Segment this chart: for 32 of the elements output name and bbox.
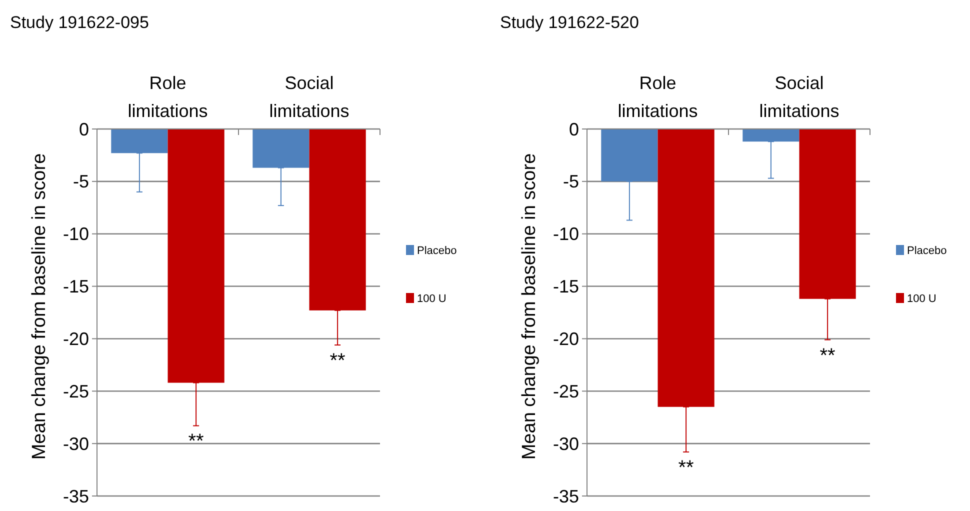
y-axis-title: Mean change from baseline in score xyxy=(29,153,50,460)
annotation: ** xyxy=(188,430,204,453)
y-tick-label: -25 xyxy=(62,381,89,402)
y-tick-label: -15 xyxy=(552,276,579,297)
legend-label: 100 U xyxy=(907,293,936,305)
y-tick-label: -5 xyxy=(72,172,89,192)
annotation: ** xyxy=(820,344,836,367)
y-tick-label: -10 xyxy=(62,224,89,244)
y-tick-label: -30 xyxy=(552,434,579,454)
annotation: ** xyxy=(678,456,694,479)
y-tick-label: -5 xyxy=(562,172,579,192)
chart-title: Study 191622-520 xyxy=(500,13,639,32)
y-tick-label: -20 xyxy=(552,329,579,350)
y-tick-label: -25 xyxy=(552,381,579,402)
legend-label: 100 U xyxy=(417,293,446,305)
x-tick-label: Social limitations xyxy=(759,73,840,121)
y-tick-label: -15 xyxy=(62,276,89,297)
x-tick-label: Social limitations xyxy=(269,73,350,121)
x-tick-label: Role limitations xyxy=(618,73,698,121)
y-tick-label: 0 xyxy=(78,119,89,140)
y-tick-label: -10 xyxy=(552,224,579,244)
y-tick-label: 0 xyxy=(568,119,579,140)
legend-label: Placebo xyxy=(417,245,457,257)
legend-label: Placebo xyxy=(907,245,947,257)
y-tick-label: -20 xyxy=(62,329,89,350)
y-tick-label: -35 xyxy=(62,486,89,506)
x-tick-label: Role limitations xyxy=(128,73,208,121)
annotation: ** xyxy=(330,350,346,372)
y-tick-label: -30 xyxy=(62,434,89,454)
y-tick-label: -35 xyxy=(552,486,579,506)
y-axis-title: Mean change from baseline in score xyxy=(519,153,540,460)
chart-title: Study 191622-095 xyxy=(10,13,149,32)
